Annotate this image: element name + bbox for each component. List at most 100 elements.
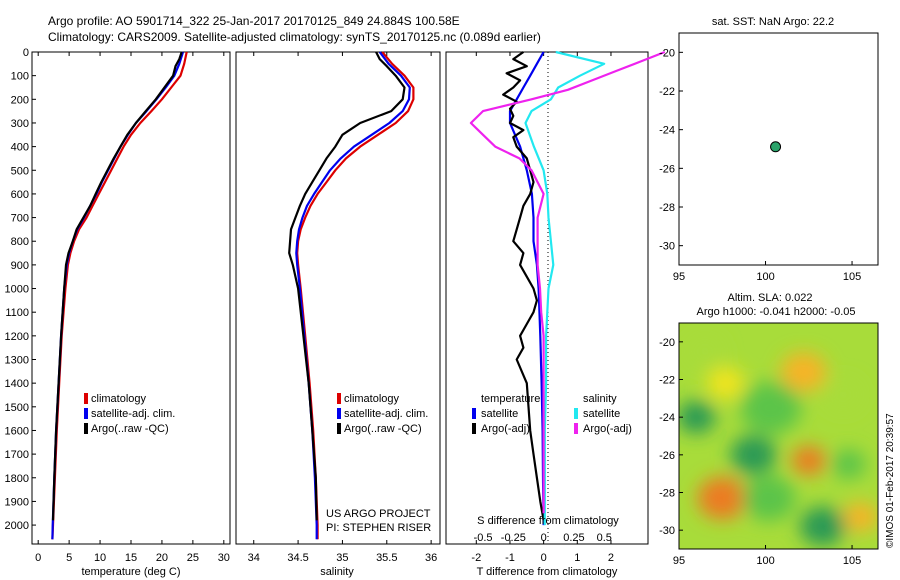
series-line-argo-adj: [469, 50, 666, 514]
y-tick-label: 900: [11, 260, 29, 272]
y-tick-label: -20: [659, 337, 675, 349]
legend-label-s-satellite: satellite: [583, 408, 620, 420]
legend-swatch-climatology: [84, 393, 88, 404]
series-line-satellite: [524, 50, 606, 526]
legend-title-temperature: temperature: [481, 393, 540, 405]
y-tick-label: 1900: [5, 496, 29, 508]
y-tick-label: 1600: [5, 425, 29, 437]
title-line-1: Argo profile: AO 5901714_322 25-Jan-2017…: [48, 14, 460, 28]
location-map-ticks: 95 100 105 -20 -22 -24 -26 -28 -30: [659, 47, 861, 283]
sla-cell: [824, 378, 863, 412]
y-tick-label: 1300: [5, 355, 29, 367]
temperature-ticks: 0 5 10 15 20 25 300100200300400500600700800900…: [5, 47, 230, 564]
x-tick-label: 20: [156, 552, 168, 564]
difference-legend: temperature satellite Argo(-adj) salinit…: [472, 393, 632, 435]
salinity-xlabel: salinity: [320, 566, 354, 578]
legend-swatch-satellite: [337, 408, 341, 419]
x-tick-label: 1: [574, 552, 580, 564]
x-tick-label: 5: [66, 552, 72, 564]
sla-title-line-1: Altim. SLA: 0.022: [728, 292, 813, 304]
y-tick-label: -28: [659, 488, 675, 500]
y-tick-label: 800: [11, 236, 29, 248]
series-line-satellite: [508, 51, 545, 526]
x-tick-label: 100: [756, 271, 774, 283]
sla-cell: [730, 435, 777, 475]
salinity-axes: [235, 51, 441, 545]
x-tick-label: -1: [505, 552, 515, 564]
salinity-ticks: 34 34.5 35 35.5 36: [248, 52, 437, 564]
sla-cell: [799, 506, 846, 547]
legend-title-salinity: salinity: [583, 393, 617, 405]
salinity-legend: climatology satellite-adj. clim. Argo(..…: [337, 393, 428, 435]
y-tick-label: -22: [659, 86, 675, 98]
y-tick-label: 300: [11, 118, 29, 130]
credit-project: US ARGO PROJECT: [326, 508, 431, 520]
temperature-legend: climatology satellite-adj. clim. Argo(..…: [84, 393, 175, 435]
x-tick-label: 2: [608, 552, 614, 564]
sla-cell: [706, 366, 745, 400]
sla-cell: [679, 400, 716, 434]
series-line-argo-adj: [502, 51, 545, 521]
x-tick-label: 25: [187, 552, 199, 564]
y-tick-label: 1200: [5, 331, 29, 343]
x-tick-label: 35.5: [376, 552, 397, 564]
x-tick-label: 34.5: [287, 552, 308, 564]
x-tick-label: 105: [843, 271, 861, 283]
series-line-argo-raw-qc: [51, 51, 183, 521]
difference-panel: -2 -1 0 1 2 -0.5 -0.25 0 0.25 0.5 S difference fr…: [445, 50, 666, 578]
y-tick-label: 1100: [5, 307, 29, 319]
y-tick-label: -20: [659, 47, 675, 59]
x-tick-label: 15: [125, 552, 137, 564]
title-line-2: Climatology: CARS2009. Satellite-adjuste…: [48, 30, 541, 44]
sla-cell: [843, 502, 878, 532]
legend-swatch-climatology: [337, 393, 341, 404]
series-line-argo-raw-qc: [288, 51, 406, 521]
sla-cell: [831, 449, 866, 480]
x-tick-label-s: -0.25: [501, 532, 526, 544]
x-tick-label-s: 0.5: [597, 532, 612, 544]
sla-cell: [685, 334, 724, 368]
y-tick-label: 1500: [5, 402, 29, 414]
legend-label-climatology: climatology: [91, 393, 147, 405]
y-tick-label: -24: [659, 125, 675, 137]
legend-label-t-argo: Argo(-adj): [481, 423, 530, 435]
y-tick-label: -22: [659, 375, 675, 387]
y-tick-label: 500: [11, 165, 29, 177]
location-map-title: sat. SST: NaN Argo: 22.2: [712, 16, 834, 28]
legend-swatch-t-satellite: [472, 408, 476, 419]
y-tick-label: 100: [11, 71, 29, 83]
argo-location-point: [770, 141, 782, 153]
x-tick-label: 35: [336, 552, 348, 564]
x-tick-label: 95: [673, 555, 685, 567]
imos-timestamp: ©IMOS 01-Feb-2017 20:39:57: [885, 413, 896, 548]
x-tick-label: 0: [541, 552, 547, 564]
temperature-axes: [31, 51, 231, 545]
y-tick-label: 400: [11, 142, 29, 154]
x-tick-label: 0: [35, 552, 41, 564]
y-tick-label: 1400: [5, 378, 29, 390]
temperature-panel: 0 5 10 15 20 25 300100200300400500600700800900…: [5, 47, 231, 578]
temperature-lines: [51, 51, 188, 540]
x-tick-label: 95: [673, 271, 685, 283]
y-tick-label: -28: [659, 202, 675, 214]
legend-label-argo: Argo(..raw -QC): [91, 423, 169, 435]
x-tick-label: 34: [248, 552, 260, 564]
x-tick-label: 100: [756, 555, 774, 567]
salinity-lines: [288, 51, 415, 540]
y-tick-label: 700: [11, 213, 29, 225]
y-tick-label: -30: [659, 241, 675, 253]
credit-pi: PI: STEPHEN RISER: [326, 522, 431, 534]
y-tick-label: -24: [659, 412, 675, 424]
x-tick-label: 30: [218, 552, 230, 564]
x-tick-label-s: 0.25: [563, 532, 584, 544]
difference-ticks: -2 -1 0 1 2 -0.5 -0.25 0 0.25 0.5: [471, 52, 614, 564]
legend-swatch-s-satellite: [574, 408, 578, 419]
y-tick-label: 600: [11, 189, 29, 201]
legend-label-satellite: satellite-adj. clim.: [344, 408, 428, 420]
sla-cell: [697, 476, 748, 520]
y-tick-label: -30: [659, 525, 675, 537]
legend-swatch-t-argo: [472, 423, 476, 434]
difference-lines: [469, 50, 666, 526]
x-tick-label: -2: [471, 552, 481, 564]
y-tick-label: 1800: [5, 473, 29, 485]
